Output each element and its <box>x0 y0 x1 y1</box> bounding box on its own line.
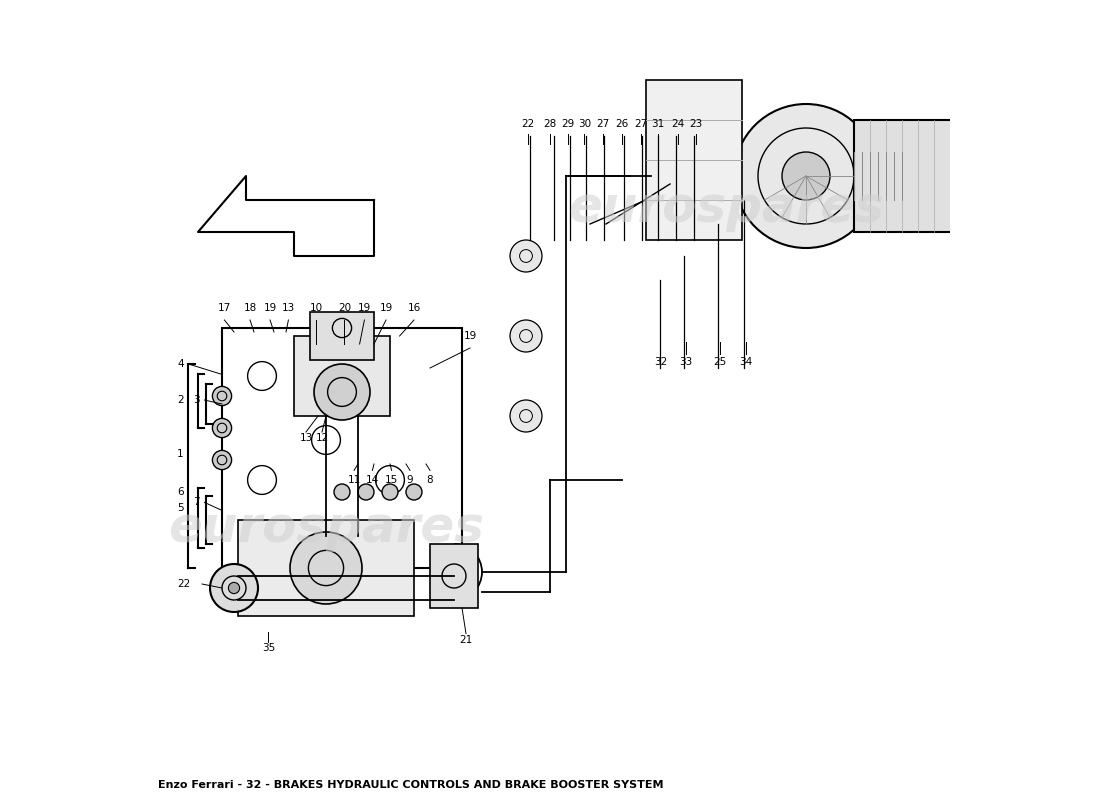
Text: 19: 19 <box>358 303 371 313</box>
Bar <box>310 312 374 360</box>
Text: 26: 26 <box>615 119 628 129</box>
Bar <box>222 328 462 568</box>
Text: 29: 29 <box>561 119 574 129</box>
Text: 31: 31 <box>651 119 664 129</box>
Text: eurospares: eurospares <box>168 504 484 552</box>
Text: 10: 10 <box>310 303 323 313</box>
Text: 1: 1 <box>177 450 184 459</box>
Text: 11: 11 <box>348 475 361 485</box>
Text: 24: 24 <box>671 119 684 129</box>
Circle shape <box>334 484 350 500</box>
Circle shape <box>229 582 240 594</box>
Circle shape <box>314 364 370 420</box>
Text: 16: 16 <box>407 303 420 313</box>
Text: 3: 3 <box>194 395 200 405</box>
Circle shape <box>212 418 232 438</box>
Text: eurospares: eurospares <box>568 184 884 232</box>
Circle shape <box>212 450 232 470</box>
Circle shape <box>510 320 542 352</box>
Text: 6: 6 <box>177 487 184 497</box>
Text: 14: 14 <box>366 475 379 485</box>
Bar <box>238 520 414 616</box>
Circle shape <box>510 400 542 432</box>
Circle shape <box>406 484 422 500</box>
Text: 12: 12 <box>316 434 329 443</box>
Text: 18: 18 <box>243 303 256 313</box>
Text: 13: 13 <box>299 434 312 443</box>
Circle shape <box>212 386 232 406</box>
Circle shape <box>210 564 258 612</box>
Text: 17: 17 <box>218 303 231 313</box>
Text: 23: 23 <box>689 119 702 129</box>
Bar <box>430 544 478 608</box>
Text: 22: 22 <box>521 119 535 129</box>
Text: 13: 13 <box>282 303 295 313</box>
Text: 9: 9 <box>407 475 414 485</box>
Text: 32: 32 <box>653 357 667 366</box>
Text: 33: 33 <box>680 357 693 366</box>
Text: 5: 5 <box>177 503 184 513</box>
Text: 4: 4 <box>177 359 184 369</box>
Text: 22: 22 <box>177 579 190 589</box>
Bar <box>854 120 958 232</box>
Text: 30: 30 <box>578 119 591 129</box>
Text: 27: 27 <box>596 119 609 129</box>
Text: 19: 19 <box>463 331 476 341</box>
Text: 20: 20 <box>338 303 351 313</box>
Text: 35: 35 <box>262 643 275 653</box>
Text: 8: 8 <box>427 475 433 485</box>
Polygon shape <box>198 176 374 256</box>
Text: 21: 21 <box>460 635 473 645</box>
Circle shape <box>734 104 878 248</box>
Text: 34: 34 <box>739 357 752 366</box>
Circle shape <box>290 532 362 604</box>
Text: 25: 25 <box>713 357 726 366</box>
Text: Enzo Ferrari - 32 - BRAKES HYDRAULIC CONTROLS AND BRAKE BOOSTER SYSTEM: Enzo Ferrari - 32 - BRAKES HYDRAULIC CON… <box>158 780 663 790</box>
Text: 7: 7 <box>194 498 200 507</box>
Bar <box>646 80 742 240</box>
Text: 2: 2 <box>177 395 184 405</box>
Text: 15: 15 <box>385 475 398 485</box>
Circle shape <box>782 152 830 200</box>
Text: 19: 19 <box>379 303 393 313</box>
Text: 27: 27 <box>635 119 648 129</box>
Text: 19: 19 <box>263 303 276 313</box>
Text: 28: 28 <box>543 119 557 129</box>
Bar <box>294 336 390 416</box>
Circle shape <box>382 484 398 500</box>
Circle shape <box>510 240 542 272</box>
Circle shape <box>358 484 374 500</box>
